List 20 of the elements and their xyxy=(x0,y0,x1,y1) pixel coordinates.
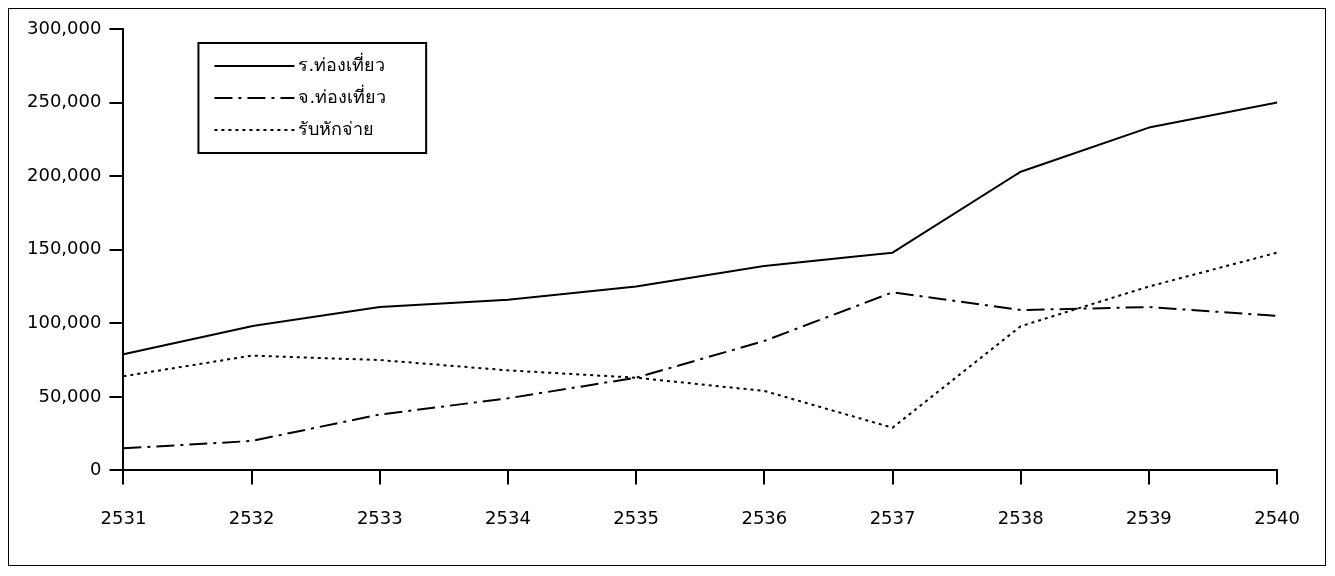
x-tick-label: 2538 xyxy=(997,506,1044,528)
x-tick-label: 2539 xyxy=(1126,506,1172,528)
x-tick-label: 2533 xyxy=(356,506,403,528)
legend-label: ร.ท่องเที่ยว xyxy=(298,51,386,75)
y-tick-label: 100,000 xyxy=(27,310,102,332)
y-tick-label: 0 xyxy=(89,458,102,480)
legend-label: จ.ท่องเที่ยว xyxy=(298,83,387,107)
y-tick-label: 250,000 xyxy=(27,90,102,112)
y-tick-label: 50,000 xyxy=(38,384,102,406)
x-tick-label: 2531 xyxy=(100,506,147,528)
x-tick-label: 2536 xyxy=(741,506,788,528)
y-tick-label: 300,000 xyxy=(27,16,102,38)
x-tick-label: 2532 xyxy=(228,506,275,528)
legend-label: รับหักจ่าย xyxy=(298,117,375,139)
x-tick-label: 2534 xyxy=(485,506,531,528)
x-tick-label: 2535 xyxy=(613,506,660,528)
y-tick-label: 200,000 xyxy=(27,163,102,185)
x-tick-label: 2540 xyxy=(1254,506,1300,528)
x-tick-label: 2537 xyxy=(869,506,916,528)
y-tick-label: 150,000 xyxy=(27,237,102,259)
